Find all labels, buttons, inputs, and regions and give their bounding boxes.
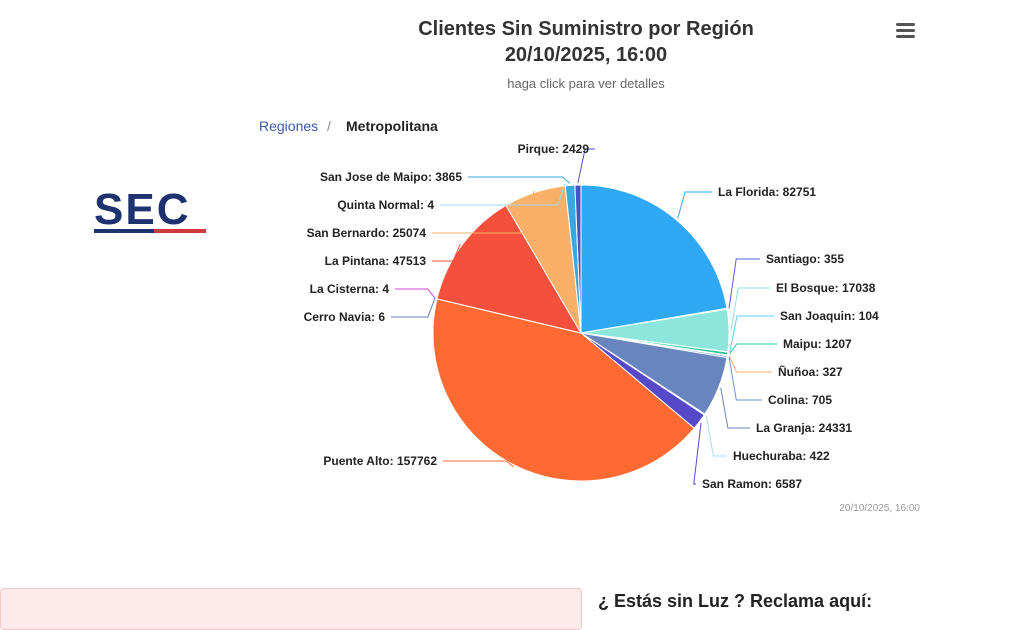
data-label-la-florida: La Florida: 82751 [718, 185, 816, 199]
connector-santiago [728, 258, 760, 309]
data-label-la-granja: La Granja: 24331 [756, 421, 852, 435]
data-label-san-bernardo: San Bernardo: 25074 [307, 226, 427, 240]
connector-san-joaquin [729, 315, 774, 353]
data-label-el-bosque: El Bosque: 17038 [776, 281, 876, 295]
connector-huechuraba [705, 415, 727, 457]
alert-panel [0, 588, 582, 630]
label-connectors [391, 148, 777, 485]
data-label-santiago: Santiago: 355 [766, 252, 844, 266]
data-label-nunoa: Ñuñoa: 327 [778, 364, 843, 379]
data-label-san-jose-de-maipo: San Jose de Maipo: 3865 [320, 170, 462, 184]
connector-la-pintana [432, 243, 461, 262]
connector-el-bosque [730, 287, 770, 331]
svg-text:SEC: SEC [94, 186, 190, 234]
pie-chart: Clientes Sin Suministro por Región 20/10… [259, 18, 920, 514]
breadcrumb-regiones-link[interactable]: Regiones [259, 118, 318, 134]
connector-pirque [577, 148, 595, 184]
connector-san-jose-de-maipo [468, 176, 571, 184]
chart-credit-timestamp: 20/10/2025, 16:00 [839, 503, 920, 514]
data-label-quinta-normal: Quinta Normal: 4 [337, 198, 434, 212]
connector-quinta-normal [440, 183, 566, 206]
chart-title: Clientes Sin Suministro por Región [418, 18, 754, 40]
chart-subtitle: haga click para ver detalles [507, 76, 665, 91]
data-label-huechuraba: Huechuraba: 422 [733, 449, 830, 463]
connector-colina [728, 357, 762, 401]
breadcrumb-separator: / [327, 118, 331, 134]
data-label-pirque: Pirque: 2429 [518, 142, 590, 156]
data-label-colina: Colina: 705 [768, 393, 832, 407]
breadcrumb-current: Metropolitana [346, 118, 438, 134]
chart-title-date: 20/10/2025, 16:00 [505, 44, 667, 66]
pie-slice-la-pintana[interactable] [436, 204, 583, 334]
claim-heading: ¿ Estás sin Luz ? Reclama aquí: [598, 591, 873, 611]
sec-logo: SEC [94, 186, 206, 234]
data-labels: La Florida: 82751 Santiago: 355 El Bosque:… [304, 142, 879, 491]
connector-la-cisterna [395, 288, 436, 299]
data-label-la-pintana: La Pintana: 47513 [325, 254, 427, 268]
connector-san-ramon [693, 422, 702, 485]
hamburger-menu-icon[interactable] [893, 18, 919, 44]
data-label-puente-alto: Puente Alto: 157762 [323, 454, 437, 468]
connector-la-granja [720, 387, 750, 429]
connector-maipu [729, 343, 777, 355]
connector-cerro-navia [391, 298, 436, 318]
pie-slice-pirque[interactable] [574, 184, 582, 334]
data-label-san-joaquin: San Joaquin: 104 [780, 309, 879, 323]
data-label-la-cisterna: La Cisterna: 4 [310, 282, 390, 296]
connector-la-florida [677, 191, 712, 219]
data-label-maipu: Maipu: 1207 [783, 337, 852, 351]
connector-nunoa [728, 355, 772, 373]
pie-slice-la-florida[interactable] [580, 184, 728, 334]
pie-slices [432, 184, 730, 482]
pie-slice-puente-alto[interactable] [432, 298, 696, 482]
data-label-cerro-navia: Cerro Navia: 6 [304, 310, 386, 324]
data-label-san-ramon: San Ramon: 6587 [702, 477, 802, 491]
connector-puente-alto [443, 460, 514, 468]
